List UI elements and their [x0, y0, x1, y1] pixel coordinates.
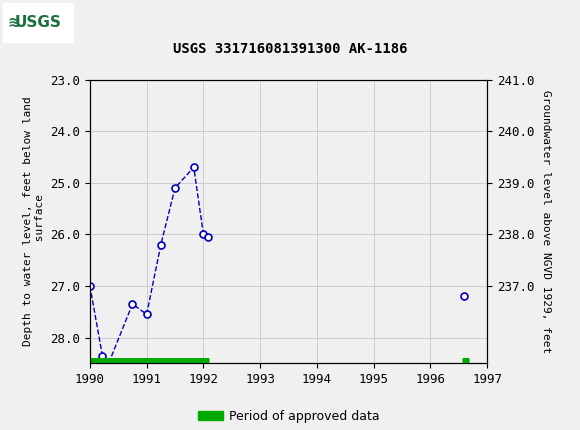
Text: ≋: ≋	[8, 15, 20, 30]
Legend: Period of approved data: Period of approved data	[193, 405, 385, 428]
Text: USGS 331716081391300 AK-1186: USGS 331716081391300 AK-1186	[173, 42, 407, 56]
Text: USGS: USGS	[14, 15, 61, 30]
Y-axis label: Groundwater level above NGVD 1929, feet: Groundwater level above NGVD 1929, feet	[541, 90, 552, 353]
Y-axis label: Depth to water level, feet below land
 surface: Depth to water level, feet below land su…	[23, 97, 45, 346]
FancyBboxPatch shape	[3, 3, 72, 43]
